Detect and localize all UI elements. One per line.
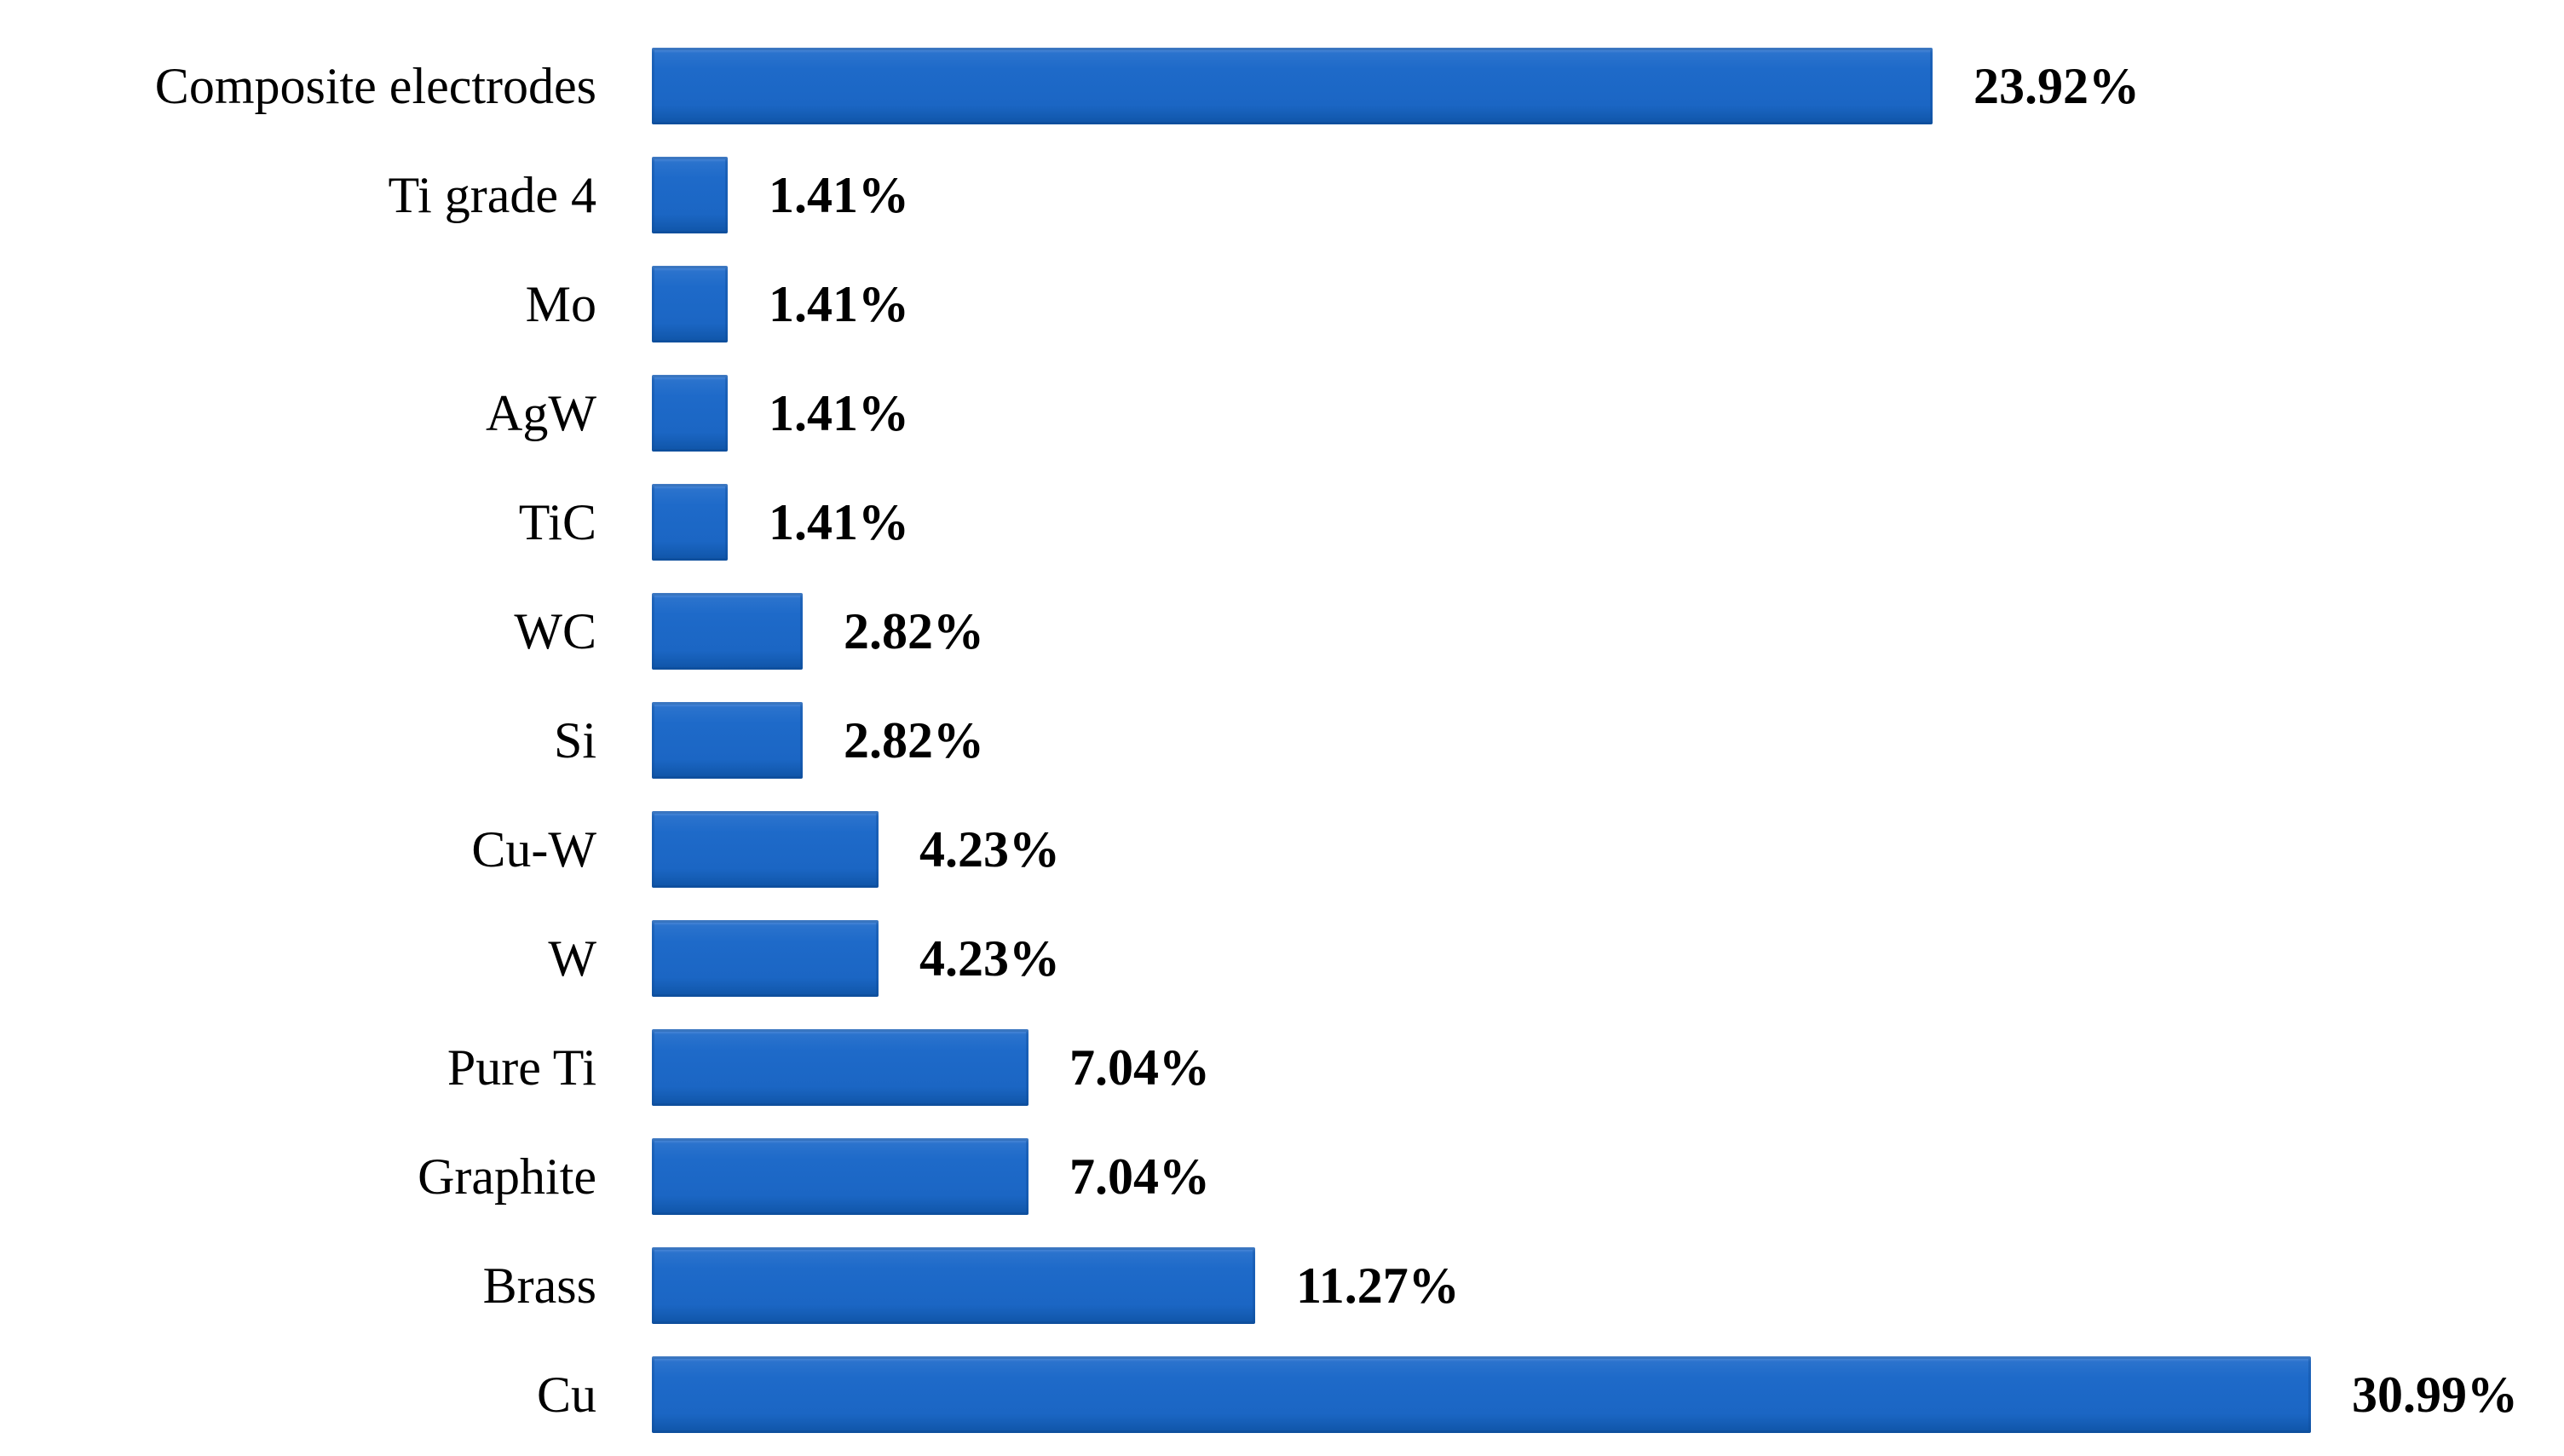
category-label: Si <box>553 712 596 768</box>
value-label: 1.41% <box>769 494 909 550</box>
category-label: W <box>548 930 596 987</box>
value-label: 23.92% <box>1973 58 2140 114</box>
value-label: 11.27% <box>1296 1257 1460 1314</box>
value-label: 4.23% <box>919 821 1060 878</box>
category-label: Brass <box>482 1257 596 1314</box>
category-label: Cu-W <box>471 821 596 878</box>
value-label: 4.23% <box>919 930 1060 987</box>
bar <box>652 266 728 342</box>
category-label: Graphite <box>418 1148 596 1205</box>
bar <box>652 1029 1028 1106</box>
chart-row: Si 2.82% <box>0 686 2564 795</box>
category-label: Mo <box>525 276 596 332</box>
bar <box>652 1356 2311 1433</box>
bar <box>652 1138 1028 1215</box>
bar <box>652 811 879 888</box>
value-label: 2.82% <box>844 603 984 659</box>
category-label: Pure Ti <box>447 1039 596 1096</box>
chart-row: Cu-W 4.23% <box>0 795 2564 904</box>
category-label: Ti grade 4 <box>388 167 596 223</box>
value-label: 1.41% <box>769 167 909 223</box>
bar <box>652 157 728 233</box>
bar <box>652 48 1933 124</box>
category-label: AgW <box>486 385 596 441</box>
value-label: 7.04% <box>1069 1148 1210 1205</box>
chart-row: W 4.23% <box>0 904 2564 1013</box>
bar <box>652 920 879 997</box>
chart-row: AgW 1.41% <box>0 359 2564 468</box>
chart-row: WC 2.82% <box>0 577 2564 686</box>
bar <box>652 1247 1255 1324</box>
chart-row: Mo 1.41% <box>0 250 2564 359</box>
chart-row: TiC 1.41% <box>0 468 2564 577</box>
bar <box>652 484 728 561</box>
value-label: 1.41% <box>769 385 909 441</box>
value-label: 2.82% <box>844 712 984 768</box>
chart-row: Graphite 7.04% <box>0 1122 2564 1231</box>
chart-row: Brass 11.27% <box>0 1231 2564 1340</box>
chart-row: Pure Ti 7.04% <box>0 1013 2564 1122</box>
bar <box>652 702 803 779</box>
category-label: Composite electrodes <box>154 58 596 114</box>
chart-row: Composite electrodes 23.92% <box>0 32 2564 141</box>
category-label: TiC <box>518 494 596 550</box>
value-label: 1.41% <box>769 276 909 332</box>
chart-row: Ti grade 4 1.41% <box>0 141 2564 250</box>
category-label: WC <box>514 603 596 659</box>
category-label: Cu <box>536 1367 596 1423</box>
chart-row: Cu 30.99% <box>0 1340 2564 1449</box>
value-label: 30.99% <box>2352 1367 2518 1423</box>
bar <box>652 593 803 670</box>
value-label: 7.04% <box>1069 1039 1210 1096</box>
bar <box>652 375 728 452</box>
